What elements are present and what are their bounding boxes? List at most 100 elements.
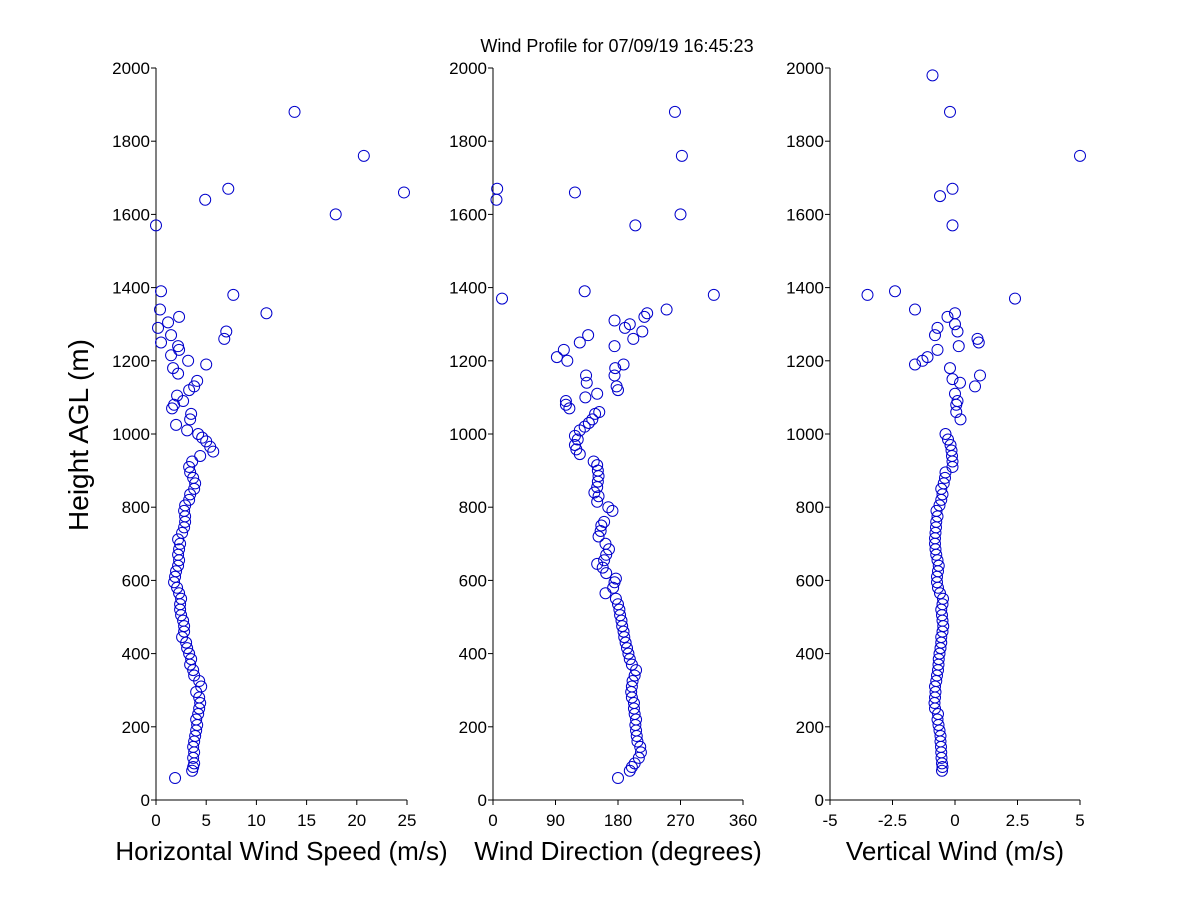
direction-data-point (598, 515, 611, 528)
vertical-y-tick-label: 0 (815, 791, 824, 810)
direction-data-point (609, 362, 622, 375)
speed-data-point (169, 570, 182, 583)
speed-data-point (220, 325, 233, 338)
vertical-data-point (930, 504, 943, 517)
vertical-y-tick-label: 800 (796, 498, 824, 517)
speed-data-point (183, 460, 196, 473)
vertical-data-point (954, 376, 966, 389)
direction-data-point (580, 376, 593, 389)
vertical-data-point (969, 380, 981, 393)
vertical-y-tick-label: 2000 (786, 59, 824, 78)
speed-data-point (186, 455, 199, 468)
vertical-data-point (909, 303, 921, 316)
direction-x-tick-label: 270 (666, 811, 694, 830)
speed-data-point (357, 149, 370, 162)
speed-data-point (183, 647, 196, 660)
direction-y-tick-label: 1200 (449, 352, 487, 371)
speed-data-point (178, 504, 191, 517)
speed-data-point (196, 431, 209, 444)
direction-data-point (586, 413, 599, 426)
speed-y-tick-label: 2000 (112, 59, 150, 78)
direction-points (490, 105, 720, 785)
vertical-y-tick-label: 1800 (786, 132, 824, 151)
speed-x-tick-label: 20 (347, 811, 366, 830)
direction-data-point (625, 658, 638, 671)
direction-data-point (625, 761, 638, 774)
speed-data-point (200, 435, 213, 448)
vertical-data-point (921, 351, 934, 364)
direction-data-point (626, 675, 639, 688)
vertical-data-point (941, 310, 954, 323)
direction-data-point (579, 391, 592, 404)
speed-y-tick-label: 1400 (112, 279, 150, 298)
speed-data-point (170, 565, 183, 578)
speed-data-point (199, 193, 212, 206)
direction-data-point (627, 697, 640, 710)
speed-y-tick-label: 200 (122, 718, 150, 737)
speed-data-point (191, 374, 204, 387)
speed-data-point (167, 362, 180, 375)
direction-data-point (629, 219, 642, 232)
speed-data-point (169, 772, 182, 785)
speed-y-tick-label: 1000 (112, 425, 150, 444)
speed-data-point (173, 343, 186, 356)
direction-data-point (641, 307, 654, 320)
speed-y-tick-label: 600 (122, 571, 150, 590)
direction-y-tick-label: 1400 (449, 279, 487, 298)
vertical-data-point (949, 387, 961, 400)
direction-data-point (580, 369, 593, 382)
vertical-data-point (944, 105, 956, 118)
direction-data-point (636, 325, 649, 338)
direction-data-point (578, 420, 591, 433)
panel-speed: 0 200 400 600 800 1000 1200 1400 1600 1800 2000 0 5 1… (112, 59, 448, 866)
direction-y-tick-label: 0 (478, 791, 487, 810)
vertical-data-point (861, 288, 874, 301)
vertical-y-tick-label: 1200 (786, 352, 824, 371)
speed-data-point (188, 380, 201, 393)
direction-data-point (606, 504, 619, 517)
speed-data-point (173, 543, 186, 556)
speed-y-tick-label: 1800 (112, 132, 150, 151)
direction-data-point (568, 186, 581, 199)
direction-data-point (602, 501, 615, 514)
speed-data-point (173, 310, 186, 323)
speed-data-point (397, 186, 410, 199)
vertical-y-tick-label: 1000 (786, 425, 824, 444)
direction-data-point (628, 669, 641, 682)
speed-data-point (194, 697, 207, 710)
direction-data-point (550, 351, 563, 364)
direction-data-point (613, 603, 626, 616)
vertical-x-tick-label: 0 (950, 811, 959, 830)
chart-title: Wind Profile for 07/09/19 16:45:23 (480, 36, 753, 56)
vertical-data-point (932, 559, 945, 572)
direction-data-point (559, 398, 572, 411)
vertical-data-point (936, 598, 949, 611)
speed-data-point (260, 307, 273, 320)
vertical-y-tick-label: 600 (796, 571, 824, 590)
direction-y-tick-label: 2000 (449, 59, 487, 78)
direction-data-point (609, 572, 622, 585)
vertical-data-point (1009, 292, 1021, 305)
vertical-data-point (946, 182, 959, 195)
vertical-data-point (951, 395, 964, 408)
vertical-data-point (934, 190, 946, 203)
speed-x-tick-label: 5 (201, 811, 210, 830)
direction-data-point (588, 486, 601, 499)
direction-data-point (608, 369, 621, 382)
vertical-data-point (945, 444, 958, 457)
speed-data-point (172, 340, 185, 353)
direction-data-point (570, 443, 583, 456)
speed-data-point (150, 219, 162, 232)
speed-data-point (165, 349, 178, 362)
speed-data-point (195, 680, 208, 693)
direction-data-point (582, 417, 595, 430)
direction-data-point (587, 455, 600, 468)
y-axis-label: Height AGL (m) (63, 339, 94, 531)
direction-data-point (599, 587, 612, 600)
speed-data-point (192, 428, 205, 440)
direction-data-point (660, 303, 673, 316)
direction-data-point (592, 490, 605, 503)
speed-data-point (171, 389, 184, 402)
speed-data-point (155, 336, 168, 349)
